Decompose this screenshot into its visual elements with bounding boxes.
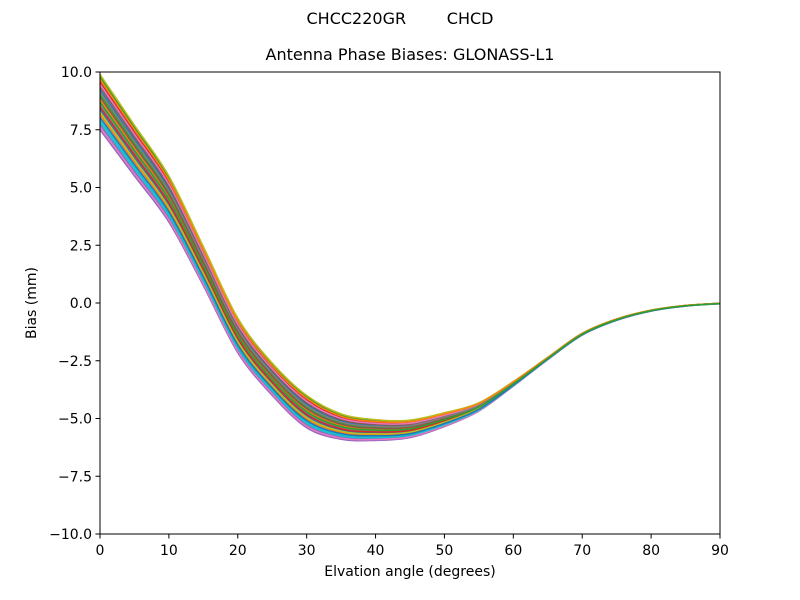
y-tick-label: −7.5 bbox=[58, 469, 92, 485]
bias-curve bbox=[100, 101, 720, 432]
bias-curve bbox=[100, 126, 720, 441]
x-tick-label: 20 bbox=[229, 543, 247, 559]
y-tick-label: 5.0 bbox=[70, 181, 92, 197]
axes-border bbox=[99, 71, 721, 535]
x-axis-label: Elvation angle (degrees) bbox=[324, 564, 495, 580]
x-tick-label: 60 bbox=[504, 543, 522, 559]
x-tick-label: 10 bbox=[160, 543, 178, 559]
bias-curve bbox=[100, 109, 720, 434]
bias-curve bbox=[100, 116, 720, 437]
y-axis-label: Bias (mm) bbox=[24, 267, 40, 339]
curve-bundle bbox=[100, 73, 720, 442]
x-tick-label: 80 bbox=[642, 543, 660, 559]
figure-suptitle: CHCC220GR CHCD bbox=[307, 9, 494, 28]
y-tick-label: 0.0 bbox=[70, 296, 92, 312]
x-tick-label: 90 bbox=[711, 543, 729, 559]
x-tick-label: 70 bbox=[573, 543, 591, 559]
y-tick-label: −5.0 bbox=[58, 412, 92, 428]
bias-curve bbox=[100, 106, 720, 433]
bias-curve bbox=[100, 104, 720, 432]
bias-curve bbox=[100, 124, 720, 440]
bias-curve bbox=[100, 129, 720, 442]
y-tick-label: 7.5 bbox=[70, 123, 92, 139]
x-tick-label: 30 bbox=[298, 543, 316, 559]
plot-area: 0 10 20 30 40 50 60 70 80 90 −10.0 −7.5 −5.0 −2.5 0.0 2… bbox=[49, 65, 729, 559]
bias-curve bbox=[100, 111, 720, 435]
x-tick-label: 40 bbox=[367, 543, 385, 559]
bias-curve bbox=[100, 119, 720, 438]
bias-curve bbox=[100, 114, 720, 436]
x-tick-label: 50 bbox=[436, 543, 454, 559]
y-tick-label: −10.0 bbox=[49, 527, 92, 543]
x-tick-label: 0 bbox=[96, 543, 105, 559]
y-tick-label: −2.5 bbox=[58, 354, 92, 370]
y-tick-label: 2.5 bbox=[70, 238, 92, 254]
y-tick-label: 10.0 bbox=[61, 65, 92, 81]
bias-curve bbox=[100, 121, 720, 439]
chart-title: Antenna Phase Biases: GLONASS-L1 bbox=[266, 45, 555, 64]
